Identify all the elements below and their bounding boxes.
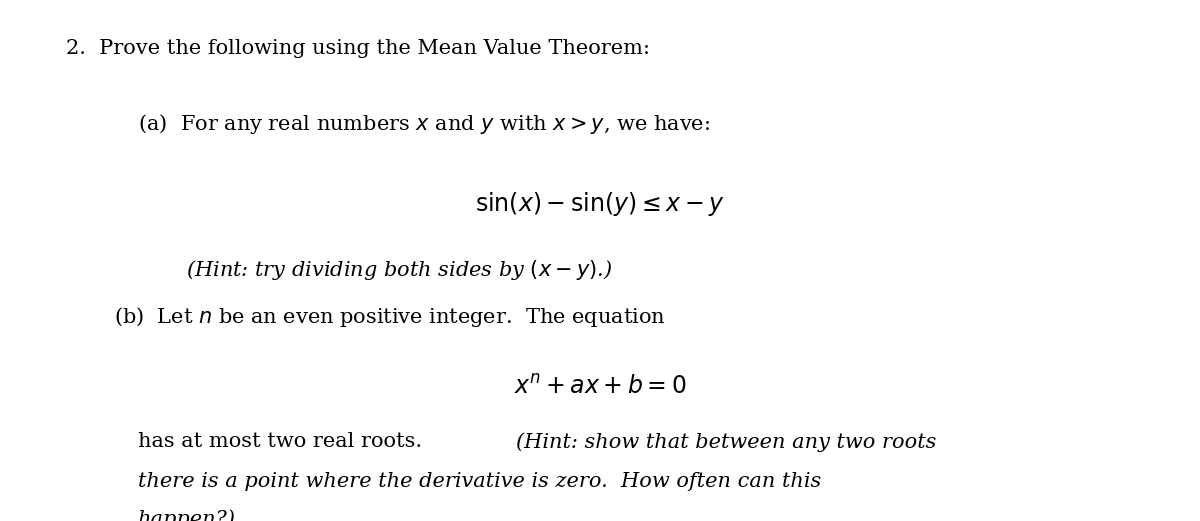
Text: (Hint: show that between any two roots: (Hint: show that between any two roots [516, 432, 936, 452]
Text: $\sin(x) - \sin(y) \leq x - y$: $\sin(x) - \sin(y) \leq x - y$ [475, 190, 725, 218]
Text: (Hint: try dividing both sides by $(x - y)$.): (Hint: try dividing both sides by $(x - … [186, 258, 612, 282]
Text: happen?): happen?) [138, 510, 236, 521]
Text: there is a point where the derivative is zero.  How often can this: there is a point where the derivative is… [138, 472, 821, 490]
Text: 2.  Prove the following using the Mean Value Theorem:: 2. Prove the following using the Mean Va… [66, 39, 650, 58]
Text: has at most two real roots.: has at most two real roots. [138, 432, 422, 451]
Text: (a)  For any real numbers $x$ and $y$ with $x > y$, we have:: (a) For any real numbers $x$ and $y$ wit… [138, 112, 710, 136]
Text: (b)  Let $n$ be an even positive integer.  The equation: (b) Let $n$ be an even positive integer.… [114, 305, 666, 329]
Text: $x^n + ax + b = 0$: $x^n + ax + b = 0$ [514, 375, 686, 399]
